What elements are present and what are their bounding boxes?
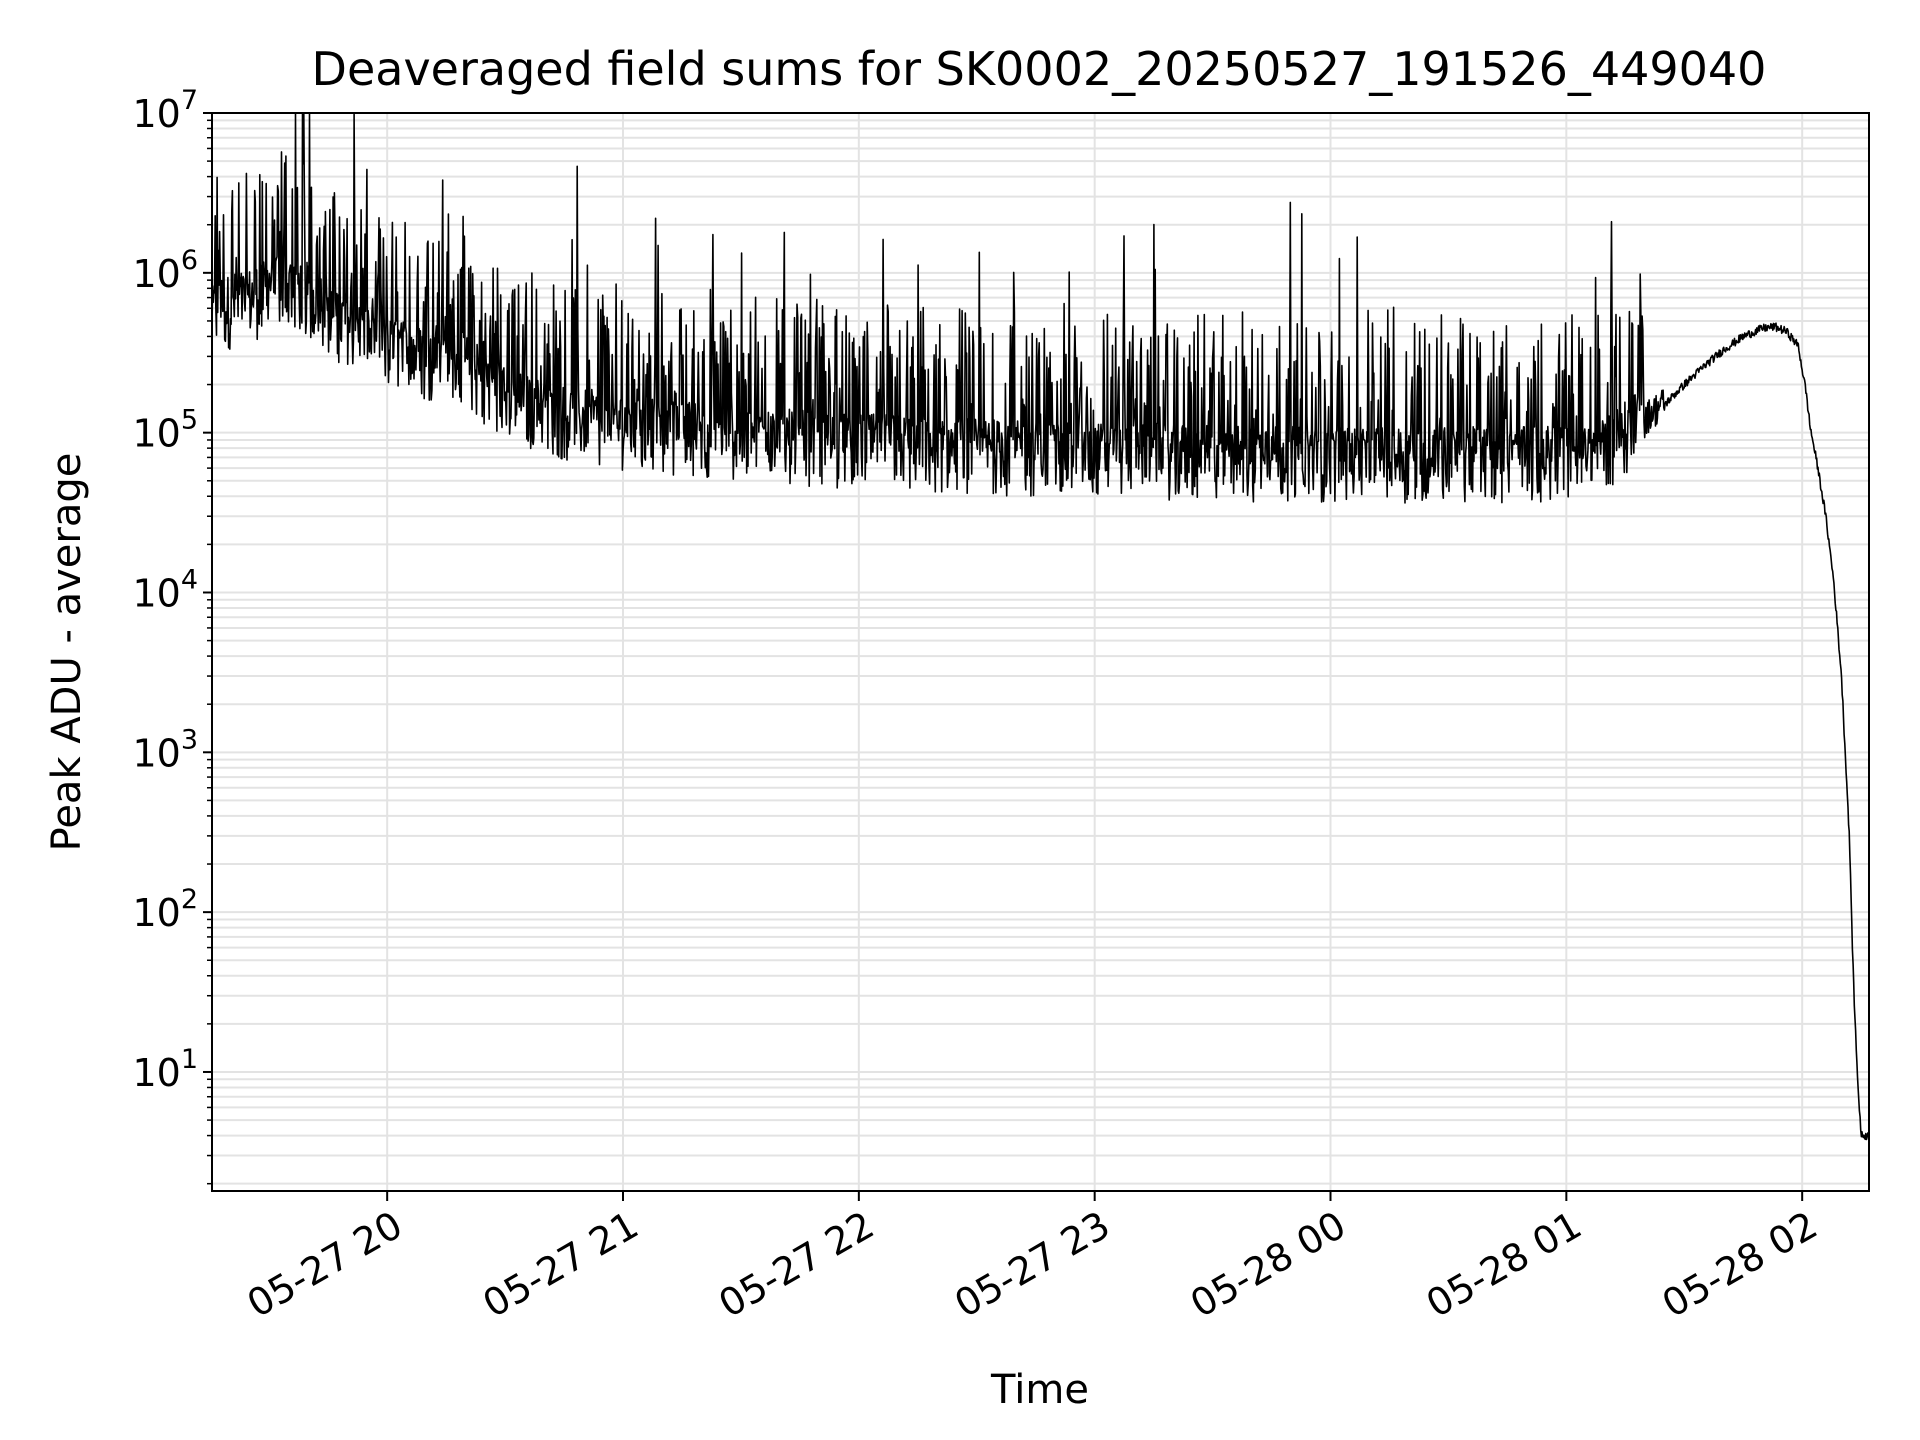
plot-frame bbox=[211, 112, 1870, 1192]
y-tick-label: 106 bbox=[132, 245, 198, 296]
y-tick-label: 102 bbox=[132, 884, 198, 935]
plot-area bbox=[211, 112, 1870, 1192]
chart-title: Deaveraged field sums for SK0002_2025052… bbox=[312, 42, 1767, 96]
y-tick-label: 107 bbox=[132, 85, 198, 136]
y-tick-label: 103 bbox=[132, 724, 198, 775]
y-tick-label: 105 bbox=[132, 405, 198, 456]
plot-background bbox=[212, 113, 1869, 1191]
series-line bbox=[211, 112, 1870, 1141]
x-axis-label: Time bbox=[990, 1367, 1089, 1413]
y-tick-label: 101 bbox=[132, 1044, 198, 1095]
y-axis: 101 102 103 104 105 106 107 bbox=[132, 85, 212, 1185]
grid bbox=[212, 112, 1869, 1191]
y-axis-label: Peak ADU - average bbox=[44, 453, 90, 852]
y-tick-label: 104 bbox=[132, 564, 198, 615]
